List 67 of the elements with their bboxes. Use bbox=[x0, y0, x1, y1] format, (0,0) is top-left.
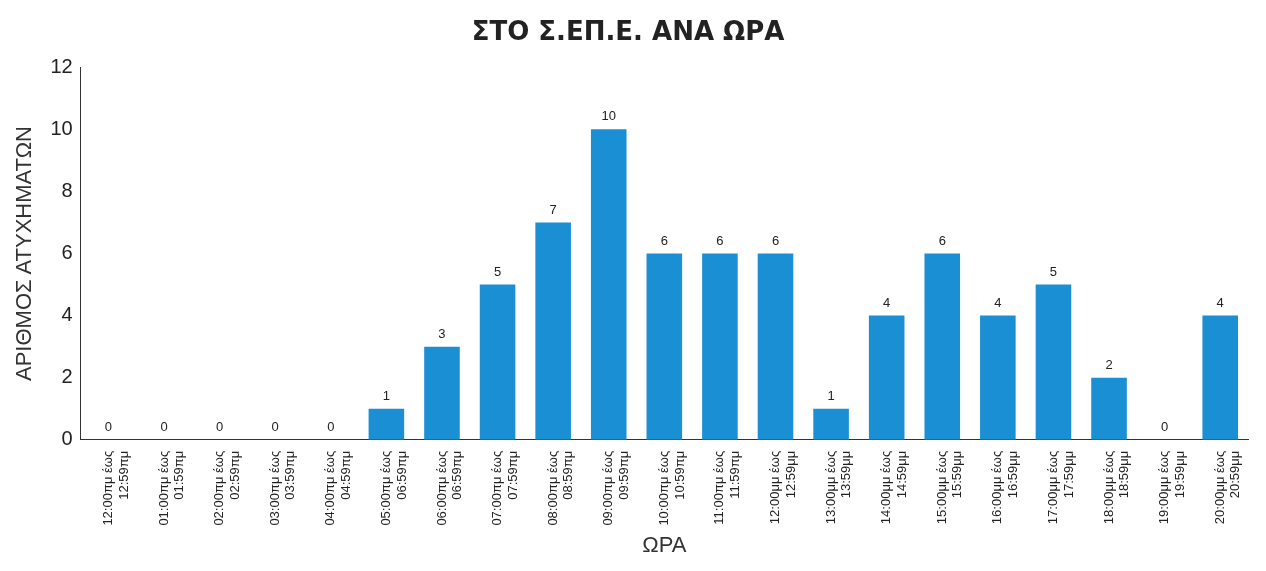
bar bbox=[1035, 284, 1072, 440]
data-label: 6 bbox=[716, 232, 724, 248]
x-tick-label: 18:00μμ έως 18:59μμ bbox=[1100, 450, 1132, 525]
bar bbox=[1091, 377, 1127, 440]
bar bbox=[813, 408, 849, 440]
x-tick-label: 14:00μμ έως 14:59μμ bbox=[878, 450, 909, 525]
x-tick-label: 12:00πμ έως 12:59πμ bbox=[100, 450, 131, 526]
y-tick-label: 0 bbox=[61, 427, 73, 450]
y-tick-label: 10 bbox=[50, 116, 73, 139]
data-label: 1 bbox=[382, 387, 390, 403]
data-label: 5 bbox=[1049, 263, 1058, 279]
data-label: 10 bbox=[601, 108, 616, 124]
data-label: 0 bbox=[1161, 418, 1169, 434]
x-tick-label: 17:00μμ έως 17:59μμ bbox=[1045, 450, 1076, 525]
x-tick-label: 19:00μμ έως 19:59μμ bbox=[1156, 450, 1187, 525]
bar bbox=[368, 408, 405, 440]
bar bbox=[1202, 315, 1238, 440]
x-tick-label: 07:00πμ έως 07:59πμ bbox=[489, 450, 520, 526]
bar bbox=[980, 315, 1016, 440]
x-tick-label: 06:00πμ έως 06:59πμ bbox=[433, 450, 465, 526]
data-label: 4 bbox=[994, 294, 1002, 310]
bar bbox=[646, 253, 683, 440]
x-tick-label: 12:00μμ έως 12:59μμ bbox=[767, 450, 798, 525]
data-label: 7 bbox=[549, 201, 557, 217]
x-tick-label: 16:00μμ έως 16:59μμ bbox=[989, 450, 1021, 525]
data-label: 0 bbox=[160, 418, 168, 434]
data-label: 0 bbox=[216, 418, 224, 434]
y-tick-label: 6 bbox=[61, 241, 73, 264]
chart-title: ΣΤΟ Σ.ΕΠ.Ε. ΑΝΑ ΩΡΑ bbox=[471, 16, 785, 47]
y-tick-label: 2 bbox=[61, 365, 73, 388]
bar bbox=[757, 253, 794, 440]
bar bbox=[479, 284, 516, 440]
data-label: 4 bbox=[883, 294, 891, 310]
x-tick-label: 09:00πμ έως 09:59πμ bbox=[600, 450, 631, 526]
bar bbox=[590, 129, 627, 440]
bar bbox=[924, 253, 961, 440]
x-tick-label: 10:00πμ έως 10:59πμ bbox=[655, 450, 687, 526]
x-tick-label: 08:00πμ έως 08:59πμ bbox=[544, 450, 576, 526]
data-label: 6 bbox=[938, 232, 946, 248]
x-tick-label: 01:00πμ έως 01:59πμ bbox=[155, 450, 187, 526]
data-label: 5 bbox=[493, 263, 502, 279]
data-label: 1 bbox=[827, 387, 835, 403]
x-axis-title: ΩΡΑ bbox=[642, 531, 687, 557]
bar bbox=[702, 253, 738, 440]
x-tick-label: 20:00μμ έως 20:59μμ bbox=[1211, 450, 1243, 525]
data-label: 0 bbox=[104, 418, 113, 434]
x-tick-label: 11:00πμ έως 11:59πμ bbox=[711, 450, 743, 525]
data-label: 6 bbox=[771, 232, 780, 248]
y-axis-title: ΑΡΙΘΜΟΣ ΑΤΥΧΗΜΑΤΩΝ bbox=[11, 126, 37, 381]
y-tick-label: 12 bbox=[50, 54, 73, 77]
y-tick-label: 4 bbox=[61, 303, 73, 326]
x-tick-label: 04:00πμ έως 04:59πμ bbox=[322, 450, 353, 526]
data-label: 4 bbox=[1216, 294, 1224, 310]
bar bbox=[424, 346, 460, 440]
x-tick-label: 13:00μμ έως 13:59μμ bbox=[822, 450, 854, 525]
x-tick-label: 02:00πμ έως 02:59πμ bbox=[211, 450, 242, 526]
x-tick-label: 05:00πμ έως 06:59πμ bbox=[377, 450, 409, 526]
x-tick-label: 03:00πμ έως 03:59πμ bbox=[266, 450, 298, 526]
data-label: 2 bbox=[1105, 356, 1113, 372]
data-label: 0 bbox=[271, 418, 279, 434]
data-label: 6 bbox=[660, 232, 668, 248]
data-label: 0 bbox=[327, 418, 335, 434]
data-label: 3 bbox=[438, 325, 446, 341]
bar bbox=[868, 315, 905, 440]
bar bbox=[535, 222, 571, 440]
y-tick-label: 8 bbox=[61, 178, 73, 201]
x-tick-label: 15:00μμ έως 15:59μμ bbox=[933, 450, 965, 525]
